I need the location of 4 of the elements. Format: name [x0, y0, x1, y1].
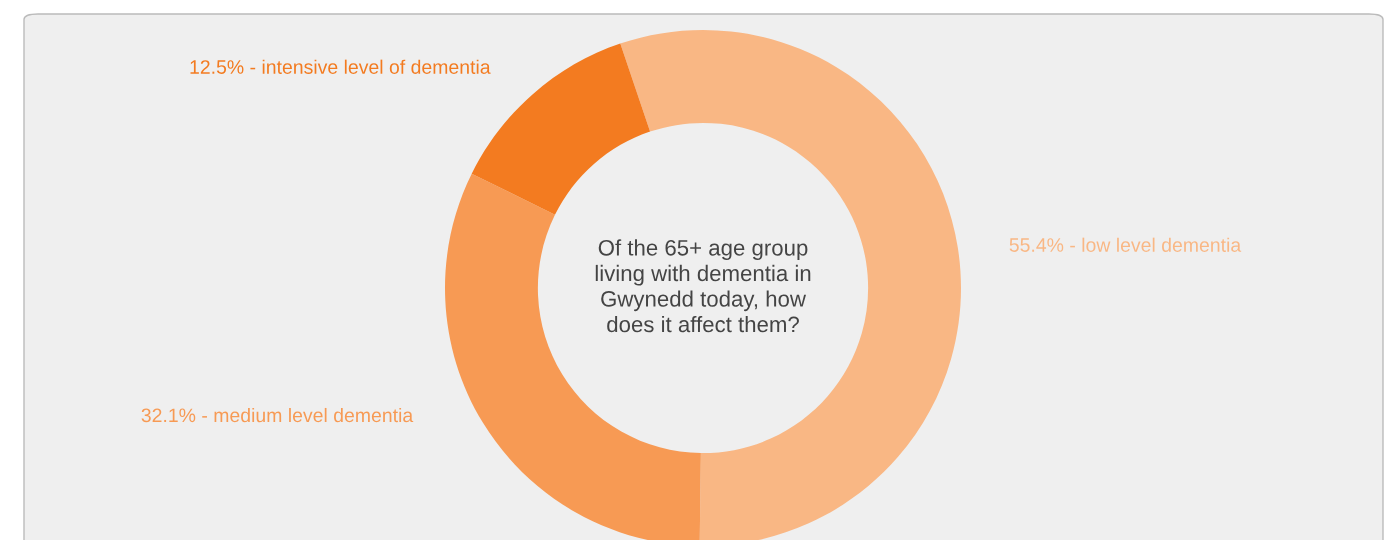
text: Of the 65+ age group living with dementia in Gwynedd today, how does it affect them? — [595, 239, 811, 333]
slice-label: 55.4% - low level dementia — [1009, 237, 1242, 252]
slice-label: 32.1% - medium level dementia — [141, 407, 414, 423]
slice-label: 12.5% - intensive level of dementia — [190, 59, 491, 74]
